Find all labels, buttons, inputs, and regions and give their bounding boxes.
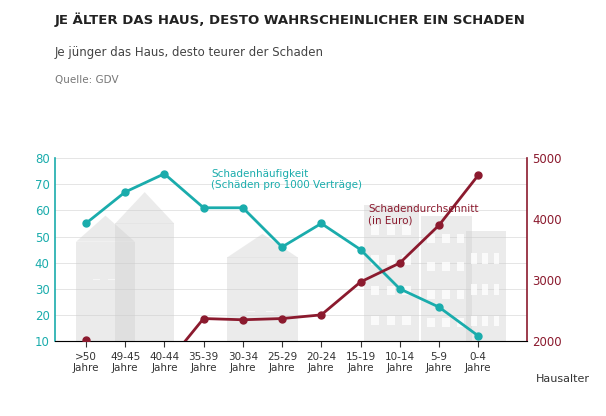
Text: Je jünger das Haus, desto teurer der Schaden: Je jünger das Haus, desto teurer der Sch… [55, 46, 324, 59]
Bar [442, 262, 450, 271]
Bar [402, 255, 411, 265]
Bar [115, 223, 174, 341]
Text: Schadendurchschnitt
(in Euro): Schadendurchschnitt (in Euro) [368, 204, 479, 225]
Polygon shape [115, 192, 174, 223]
Bar [247, 311, 255, 312]
Bar [387, 255, 395, 265]
Bar [427, 318, 435, 327]
Bar [427, 234, 435, 243]
Text: JE ÄLTER DAS HAUS, DESTO WAHRSCHEINLICHER EIN SCHADEN: JE ÄLTER DAS HAUS, DESTO WAHRSCHEINLICHE… [55, 12, 525, 27]
Polygon shape [227, 234, 298, 258]
Bar [402, 225, 411, 235]
Bar [493, 316, 499, 326]
Bar [266, 311, 275, 312]
Bar [371, 285, 379, 295]
Bar [93, 279, 99, 280]
Bar [456, 318, 464, 327]
Bar [471, 285, 477, 295]
Bar [482, 253, 488, 263]
Bar [371, 225, 379, 235]
Bar [364, 205, 419, 341]
Bar [493, 285, 499, 295]
Bar [442, 234, 450, 243]
Bar [108, 279, 116, 280]
Bar [402, 285, 411, 295]
Bar [482, 316, 488, 326]
Bar [76, 242, 135, 341]
Bar [471, 316, 477, 326]
Bar [493, 253, 499, 263]
Bar [442, 318, 450, 327]
Bar [387, 316, 395, 325]
Polygon shape [76, 215, 135, 242]
Bar [402, 316, 411, 325]
Bar [482, 285, 488, 295]
Bar [371, 316, 379, 325]
Bar [387, 225, 395, 235]
Bar [227, 258, 298, 341]
Bar [456, 290, 464, 299]
Bar [456, 234, 464, 243]
Bar [456, 262, 464, 271]
Bar [387, 285, 395, 295]
Bar [421, 215, 473, 341]
Bar [427, 262, 435, 271]
Bar [427, 290, 435, 299]
Bar [371, 255, 379, 265]
Bar [467, 231, 506, 341]
Text: Schadenhäufigkeit
(Schäden pro 1000 Verträge): Schadenhäufigkeit (Schäden pro 1000 Vert… [211, 168, 362, 190]
Bar [442, 290, 450, 299]
Bar [471, 253, 477, 263]
Text: Quelle: GDV: Quelle: GDV [55, 75, 118, 85]
Text: Hausalter: Hausalter [536, 374, 590, 384]
